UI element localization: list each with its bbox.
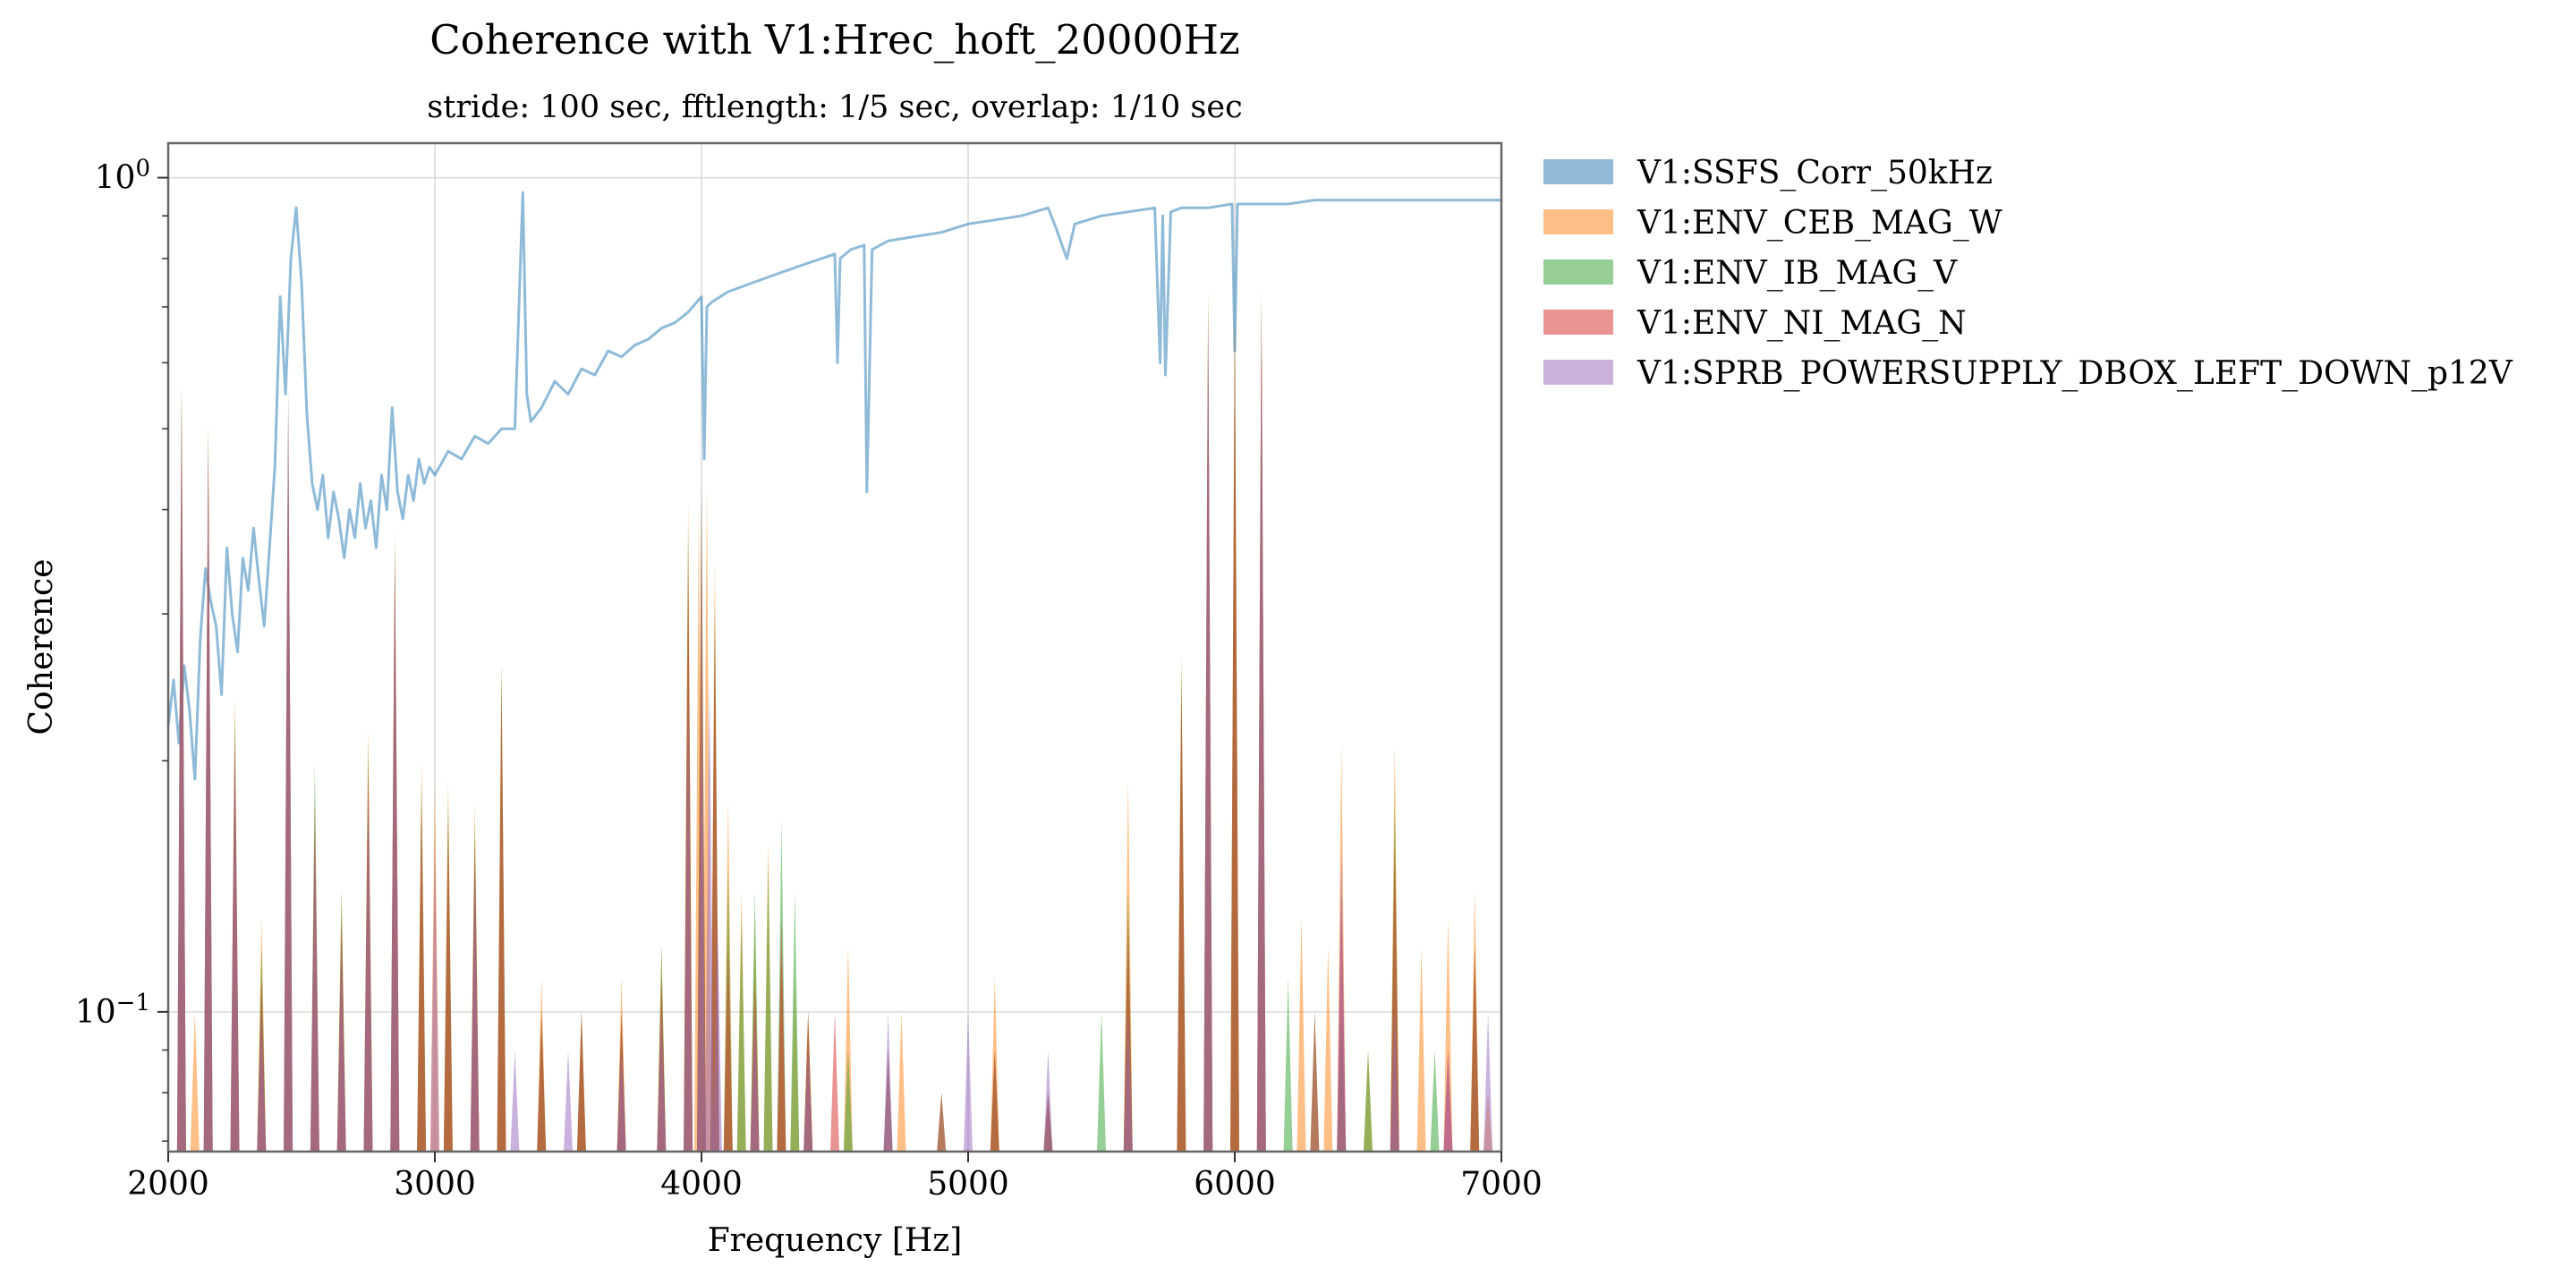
chart-title: Coherence with V1:Hrec_hoft_20000Hz xyxy=(429,16,1240,64)
series-spike xyxy=(790,889,800,1152)
series-spike xyxy=(1443,1050,1453,1152)
series-spike xyxy=(203,451,213,1152)
series-spike xyxy=(1043,1050,1053,1152)
legend-label: V1:SPRB_POWERSUPPLY_DBOX_LEFT_DOWN_p12V xyxy=(1637,355,2513,392)
legend-label: V1:ENV_IB_MAG_V xyxy=(1637,255,1958,292)
legend-swatch xyxy=(1543,360,1613,385)
series-spike xyxy=(1097,1011,1106,1152)
series-spike xyxy=(937,1093,947,1152)
x-tick-label: 7000 xyxy=(1460,1166,1543,1203)
series-spike xyxy=(1430,1050,1440,1152)
series-spike xyxy=(843,946,853,1152)
series-spike xyxy=(1323,946,1333,1152)
series-spike xyxy=(1470,946,1480,1152)
series-spike xyxy=(1390,841,1399,1152)
series-spike xyxy=(1283,977,1293,1152)
series-spike xyxy=(417,798,427,1152)
series-spike xyxy=(684,694,693,1152)
series-spike xyxy=(704,679,714,1152)
y-tick-label: 10−1 xyxy=(75,990,150,1031)
x-tick-label: 6000 xyxy=(1194,1166,1276,1203)
series-spike xyxy=(897,1011,906,1152)
series-spike xyxy=(723,946,733,1152)
series-spike xyxy=(284,387,293,1152)
series-spike xyxy=(537,1011,547,1152)
x-axis-label: Frequency [Hz] xyxy=(708,1222,963,1259)
series-spike xyxy=(657,1011,667,1152)
series-spike xyxy=(883,1011,893,1152)
series-spike xyxy=(712,916,722,1152)
series-spike xyxy=(777,916,786,1152)
series-spike xyxy=(443,820,453,1152)
y-axis-label: Coherence xyxy=(23,559,60,736)
series-spike xyxy=(843,1050,853,1152)
x-tick-label: 3000 xyxy=(394,1166,476,1203)
legend-label: V1:ENV_CEB_MAG_W xyxy=(1637,205,2002,242)
series-spike xyxy=(1443,916,1453,1152)
series-spike xyxy=(1177,679,1186,1152)
series-spike xyxy=(1364,1050,1373,1152)
series-spike xyxy=(1203,317,1213,1152)
series-spike xyxy=(363,798,373,1152)
series-spike xyxy=(1256,311,1266,1152)
series-spike xyxy=(1337,841,1347,1152)
series-spike xyxy=(470,864,480,1152)
series-spike xyxy=(497,679,506,1152)
plot-frame xyxy=(166,141,1503,1153)
series-spike xyxy=(190,1011,200,1152)
series-spike xyxy=(430,841,439,1152)
x-tick-label: 4000 xyxy=(660,1166,743,1203)
series-spike xyxy=(1390,1011,1399,1152)
series-spike xyxy=(830,1011,839,1152)
legend-label: V1:SSFS_Corr_50kHz xyxy=(1637,155,1993,191)
series-spike xyxy=(803,1050,813,1152)
series-spike xyxy=(1416,946,1426,1152)
series-spike xyxy=(1297,916,1306,1152)
series-spike xyxy=(564,1050,573,1152)
legend-swatch xyxy=(1543,209,1613,234)
series-spike xyxy=(1484,1011,1493,1152)
series-spike xyxy=(257,1011,267,1152)
series-line xyxy=(166,191,1501,781)
series-spike xyxy=(736,916,746,1152)
series-spike xyxy=(310,841,319,1152)
series-spike xyxy=(176,414,186,1152)
legend: V1:SSFS_Corr_50kHz V1:ENV_CEB_MAG_W V1:ENV… xyxy=(1543,155,2513,392)
series-spike xyxy=(230,743,240,1152)
series-spike xyxy=(510,1050,520,1152)
ticks: 2000 3000 4000 5000 6000 7000 100 10−1 xyxy=(75,156,1543,1203)
y-tick-label: 100 xyxy=(95,156,150,197)
series-spike xyxy=(697,726,706,1152)
series-spike xyxy=(616,1050,626,1152)
series-spike xyxy=(1230,322,1239,1152)
x-tick-label: 5000 xyxy=(927,1166,1009,1203)
legend-swatch xyxy=(1543,259,1613,285)
series-layer xyxy=(166,191,1501,1152)
series-spike xyxy=(390,568,400,1152)
legend-swatch xyxy=(1543,159,1613,184)
chart-subtitle: stride: 100 sec, fftlength: 1/5 sec, ove… xyxy=(427,89,1243,125)
series-spike xyxy=(1123,1011,1133,1152)
series-spike xyxy=(964,1011,973,1152)
series-spike xyxy=(990,1050,999,1152)
legend-label: V1:ENV_NI_MAG_N xyxy=(1637,305,1967,342)
series-spike xyxy=(576,1011,586,1152)
series-spike xyxy=(763,864,773,1152)
legend-swatch xyxy=(1543,310,1613,335)
x-tick-label: 2000 xyxy=(127,1166,209,1203)
series-spike xyxy=(336,946,346,1152)
series-spike xyxy=(750,1011,760,1152)
series-spike xyxy=(1310,1011,1320,1152)
